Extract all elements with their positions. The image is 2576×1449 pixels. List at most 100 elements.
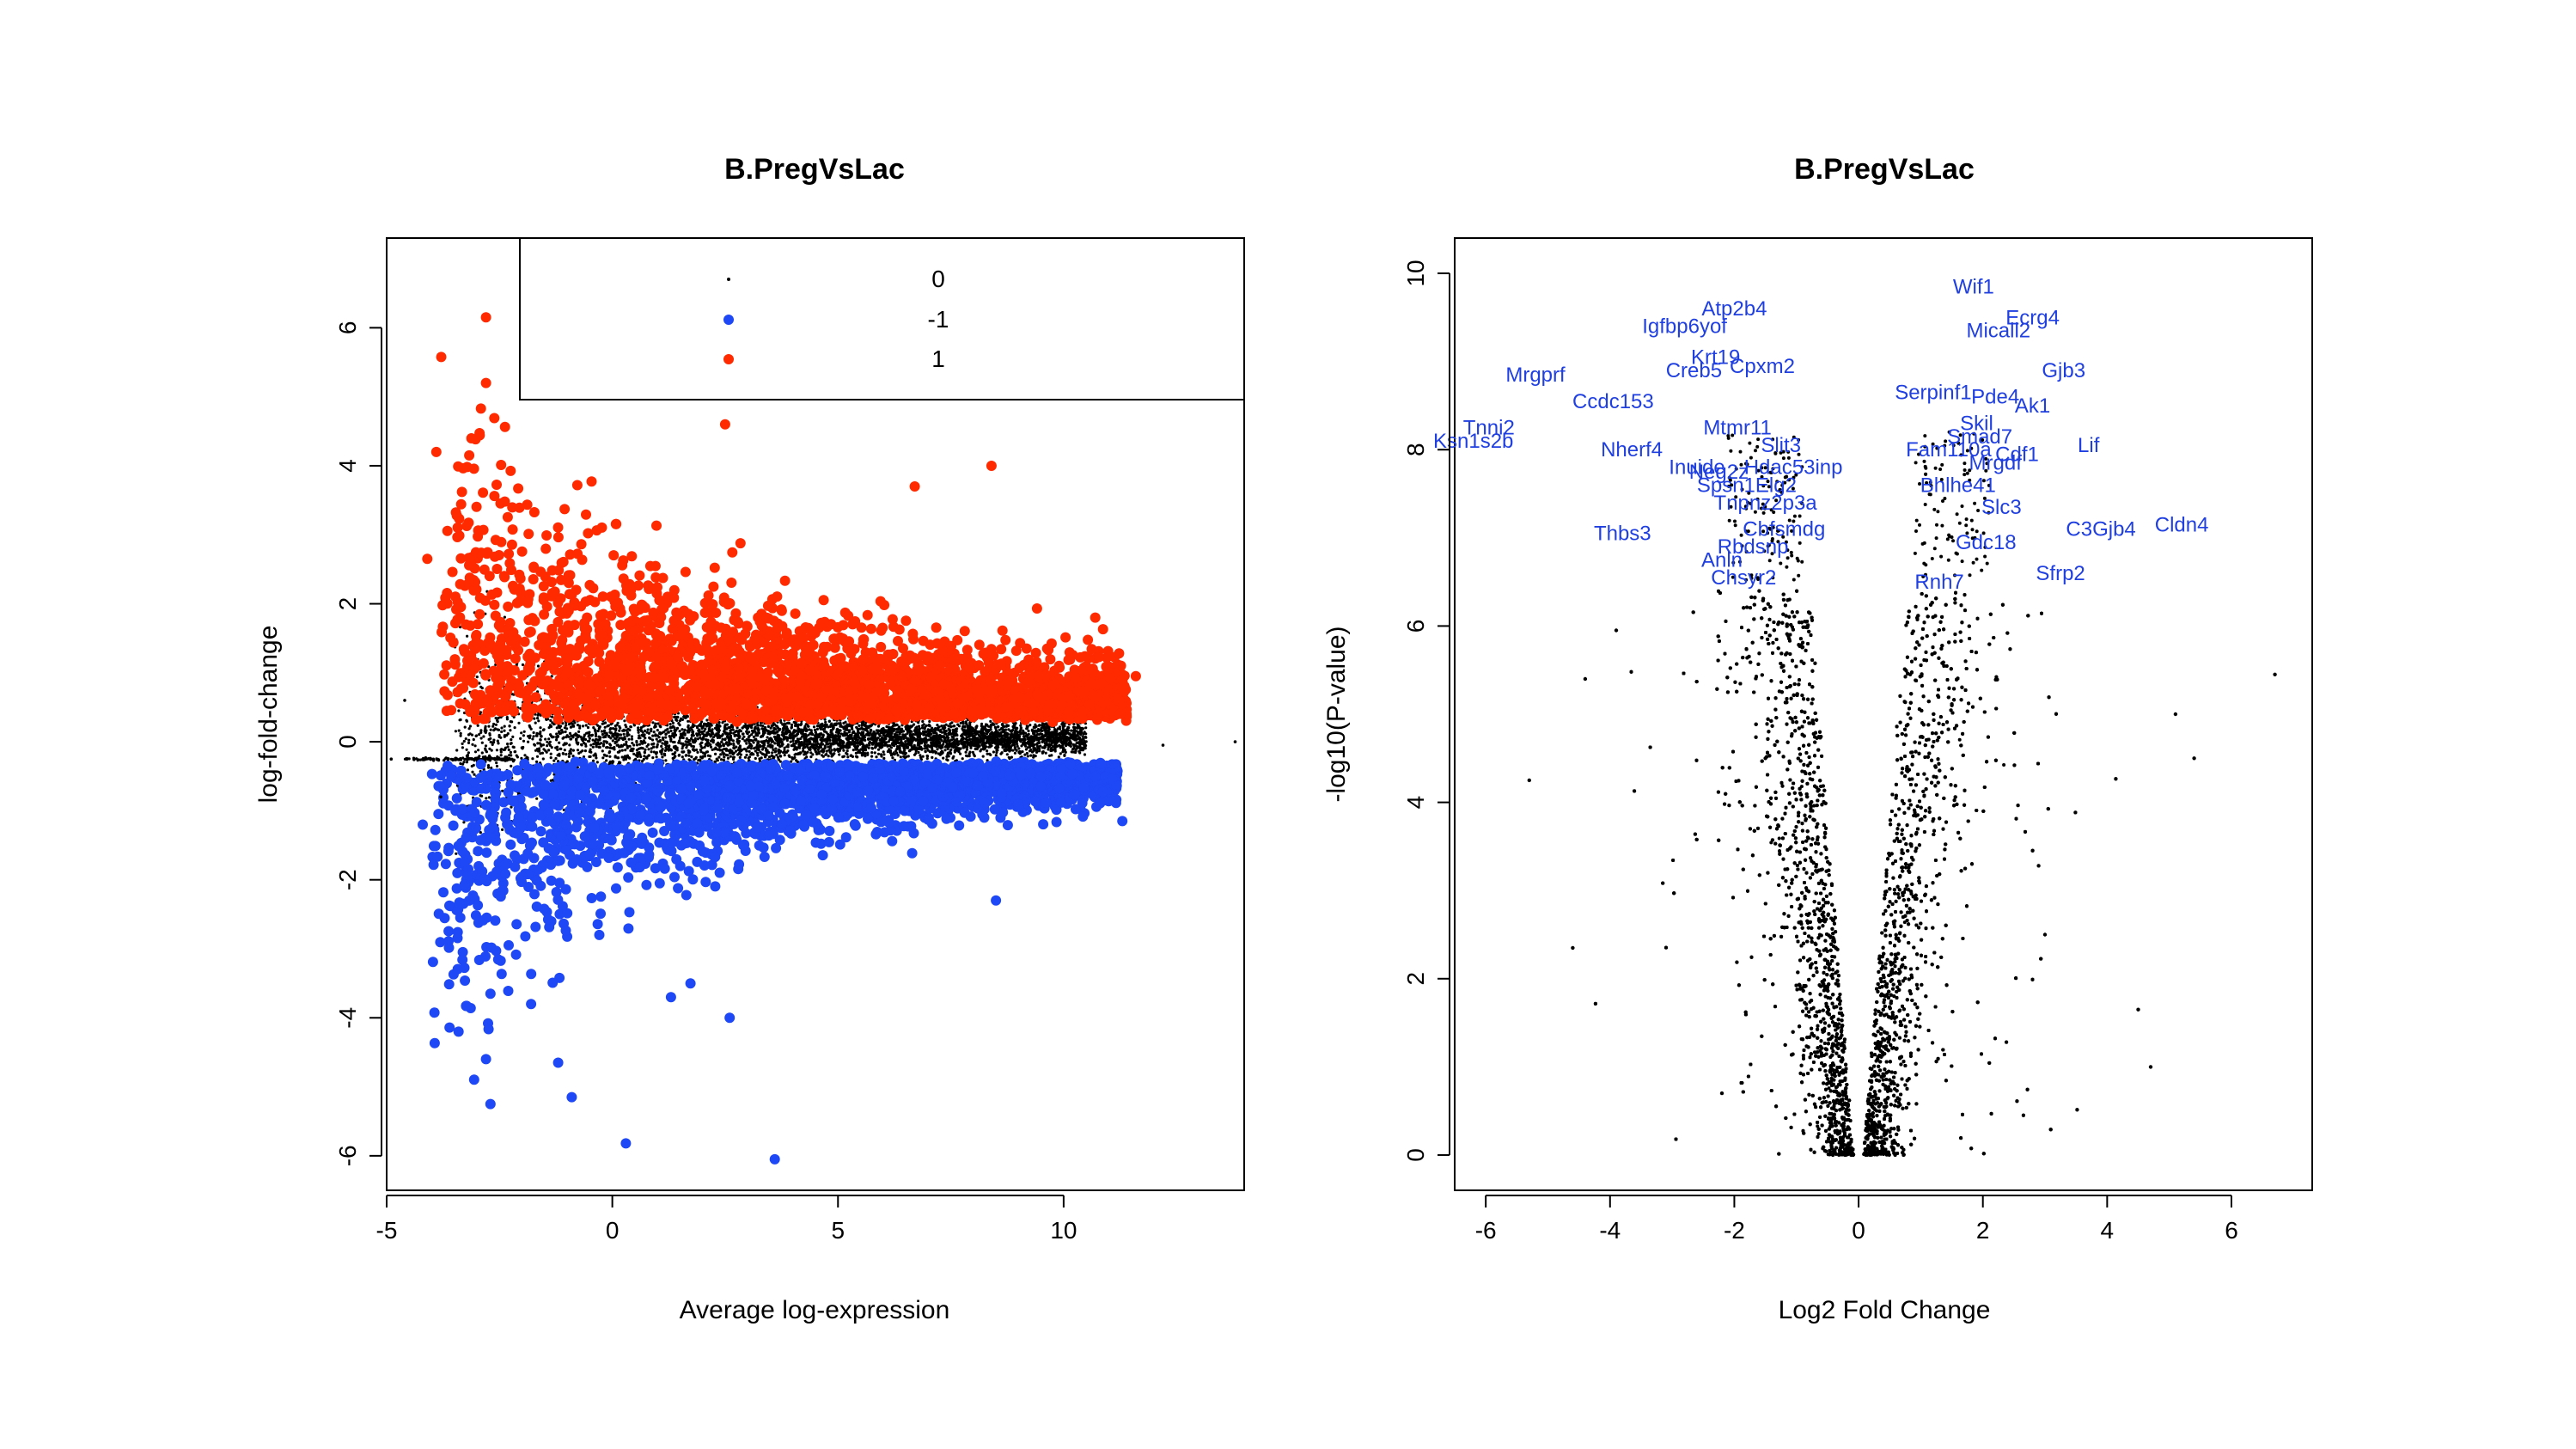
ma-point-nonsig bbox=[1057, 755, 1060, 759]
ma-point-nonsig bbox=[754, 725, 757, 729]
ma-point-nonsig bbox=[749, 753, 753, 756]
ma-point-nonsig bbox=[749, 747, 753, 750]
ma-point-nonsig bbox=[1004, 728, 1008, 731]
ma-point-nonsig bbox=[650, 750, 653, 754]
ma-point-nonsig bbox=[732, 746, 736, 749]
ma-point-nonsig bbox=[732, 757, 736, 761]
ma-point-nonsig bbox=[973, 755, 976, 758]
ma-point-nonsig bbox=[644, 748, 647, 751]
ma-point-nonsig bbox=[921, 755, 925, 758]
ma-point-nonsig bbox=[528, 736, 532, 740]
ma-point-nonsig bbox=[936, 743, 939, 747]
ma-point-nonsig bbox=[600, 742, 603, 745]
ma-point-nonsig bbox=[466, 634, 469, 638]
ma-point-nonsig bbox=[869, 729, 872, 733]
ma-point-nonsig bbox=[654, 724, 657, 729]
ma-point-nonsig bbox=[592, 754, 595, 757]
ma-point-nonsig bbox=[728, 751, 732, 755]
ma-point-nonsig bbox=[792, 742, 796, 746]
ma-point-nonsig bbox=[1068, 738, 1071, 743]
ma-point-nonsig bbox=[471, 743, 474, 746]
ma-point-nonsig bbox=[559, 724, 563, 728]
ma-point-nonsig bbox=[700, 731, 704, 734]
ma-point-nonsig bbox=[992, 723, 995, 726]
ma-point-nonsig bbox=[778, 760, 782, 763]
ma-point-nonsig bbox=[631, 742, 634, 745]
ma-point-nonsig bbox=[745, 742, 748, 745]
ma-point-nonsig bbox=[861, 738, 864, 742]
ma-point-nonsig bbox=[882, 756, 886, 761]
ma-point-nonsig bbox=[968, 755, 971, 758]
ma-point-nonsig bbox=[687, 724, 690, 727]
ma-point-nonsig bbox=[782, 726, 785, 731]
ma-point-nonsig bbox=[678, 719, 682, 723]
ma-point-nonsig bbox=[1078, 747, 1082, 750]
ma-point-nonsig bbox=[1077, 724, 1081, 728]
ma-point-nonsig bbox=[564, 730, 567, 734]
ma-point-nonsig bbox=[1063, 754, 1066, 758]
ma-point-nonsig bbox=[503, 724, 506, 728]
ma-point-nonsig bbox=[1017, 751, 1021, 755]
ma-point-nonsig bbox=[1032, 730, 1035, 733]
ma-point-nonsig bbox=[1021, 750, 1024, 754]
ma-point-nonsig bbox=[785, 745, 789, 749]
ma-point-nonsig bbox=[776, 731, 779, 734]
ma-point-nonsig bbox=[829, 744, 833, 748]
ma-point-nonsig bbox=[834, 742, 838, 745]
ma-point-nonsig bbox=[964, 737, 968, 741]
ma-point-nonsig bbox=[721, 721, 724, 724]
ma-point-nonsig bbox=[536, 717, 540, 720]
ma-point-nonsig bbox=[467, 751, 471, 755]
ma-point-nonsig bbox=[940, 738, 943, 743]
ma-point-nonsig bbox=[967, 730, 971, 733]
ma-point-nonsig bbox=[1059, 741, 1063, 744]
ma-point-nonsig bbox=[686, 729, 689, 733]
ma-point-nonsig bbox=[683, 728, 687, 732]
ma-point-nonsig bbox=[547, 737, 551, 741]
ma-point-nonsig bbox=[455, 749, 459, 752]
ma-point-nonsig bbox=[683, 733, 687, 737]
ma-point-nonsig bbox=[1016, 743, 1019, 746]
ma-point-nonsig bbox=[789, 740, 792, 743]
ma-point-nonsig bbox=[1047, 739, 1052, 743]
ma-point-nonsig bbox=[939, 734, 943, 737]
ma-point-nonsig bbox=[718, 743, 722, 746]
ma-point-nonsig bbox=[602, 753, 606, 756]
ma-point-nonsig bbox=[564, 743, 567, 746]
ma-point-nonsig bbox=[486, 764, 491, 767]
ma-point-nonsig bbox=[555, 726, 559, 730]
ma-point-nonsig bbox=[503, 729, 506, 732]
ma-point-nonsig bbox=[992, 750, 995, 754]
ma-point-nonsig bbox=[729, 743, 733, 746]
ma-point-nonsig bbox=[487, 724, 491, 728]
ma-point-nonsig bbox=[1003, 724, 1006, 729]
ma-point-nonsig bbox=[520, 731, 523, 735]
ma-point-nonsig bbox=[654, 751, 658, 755]
ma-point-nonsig bbox=[1028, 749, 1032, 753]
ma-point-nonsig bbox=[814, 734, 817, 737]
ma-point-nonsig bbox=[470, 733, 474, 737]
ma-point-nonsig bbox=[809, 755, 813, 759]
ma-point-nonsig bbox=[873, 731, 877, 736]
ma-point-nonsig bbox=[700, 726, 704, 731]
ma-point-nonsig bbox=[995, 744, 998, 748]
ma-point-nonsig bbox=[725, 741, 729, 744]
ma-point-nonsig bbox=[942, 756, 945, 760]
ma-point-nonsig bbox=[509, 729, 512, 732]
ma-point-nonsig bbox=[650, 743, 654, 746]
ma-point-nonsig bbox=[875, 729, 879, 732]
ma-point-nonsig bbox=[708, 722, 711, 726]
ma-point-nonsig bbox=[943, 737, 946, 740]
ma-point-nonsig bbox=[795, 723, 798, 726]
ma-point-nonsig bbox=[1015, 727, 1019, 731]
ma-point-nonsig bbox=[813, 728, 817, 732]
ma-point-nonsig bbox=[870, 755, 874, 758]
ma-point-nonsig bbox=[705, 738, 708, 742]
ma-point-nonsig bbox=[738, 755, 742, 760]
ma-point-nonsig bbox=[825, 749, 828, 753]
ma-point-nonsig bbox=[484, 744, 488, 748]
ma-point-nonsig bbox=[779, 755, 783, 758]
ma-point-nonsig bbox=[924, 725, 927, 730]
ma-point-nonsig bbox=[982, 745, 986, 749]
ma-point-nonsig bbox=[979, 737, 982, 740]
